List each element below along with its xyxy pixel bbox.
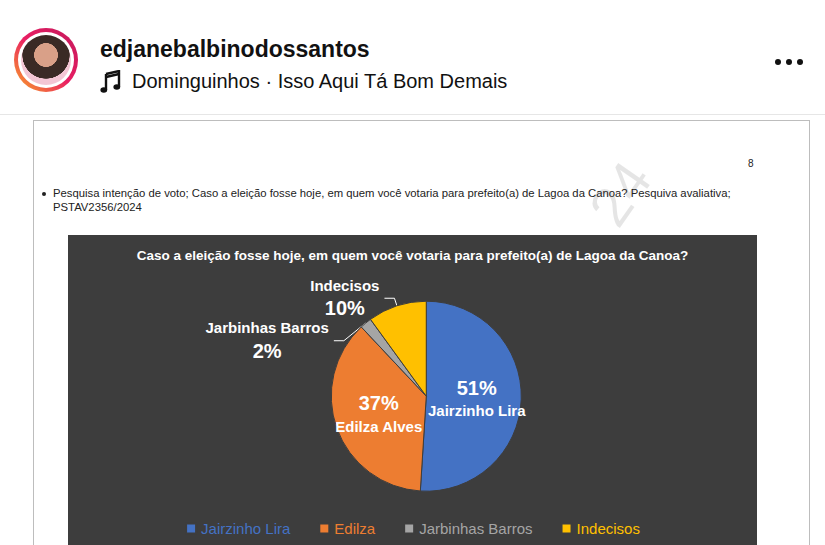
svg-text:Jairzinho Lira: Jairzinho Lira xyxy=(428,402,526,419)
html-text:Dominguinhos · Isso Aqui Tá Bo: Dominguinhos · Isso Aqui Tá Bom Demais xyxy=(132,70,508,92)
svg-text:51%: 51% xyxy=(457,377,497,399)
svg-text:Jarbinhas Barros: Jarbinhas Barros xyxy=(205,319,328,336)
svg-text:Jarbinhas Barros: Jarbinhas Barros xyxy=(419,520,532,537)
svg-text:Indecisos: Indecisos xyxy=(310,277,379,294)
html-text:Pesquisa intenção de voto; Cas: Pesquisa intenção de voto; Caso a eleiçã… xyxy=(53,187,731,213)
svg-text:Edilza Alves: Edilza Alves xyxy=(335,418,422,435)
html-text:8: 8 xyxy=(748,158,754,169)
svg-text:Indecisos: Indecisos xyxy=(577,520,640,537)
svg-text:Caso a eleição fosse hoje, em: Caso a eleição fosse hoje, em quem você … xyxy=(137,248,688,263)
svg-text:Edilza: Edilza xyxy=(334,520,376,537)
svg-text:2%: 2% xyxy=(253,340,282,362)
html-text:edjanebalbinodossantos: edjanebalbinodossantos xyxy=(100,36,370,62)
svg-text:37%: 37% xyxy=(359,392,399,414)
html-text:24: 24 xyxy=(576,149,664,238)
svg-text:Jairzinho Lira: Jairzinho Lira xyxy=(201,520,291,537)
svg-text:10%: 10% xyxy=(325,297,365,319)
